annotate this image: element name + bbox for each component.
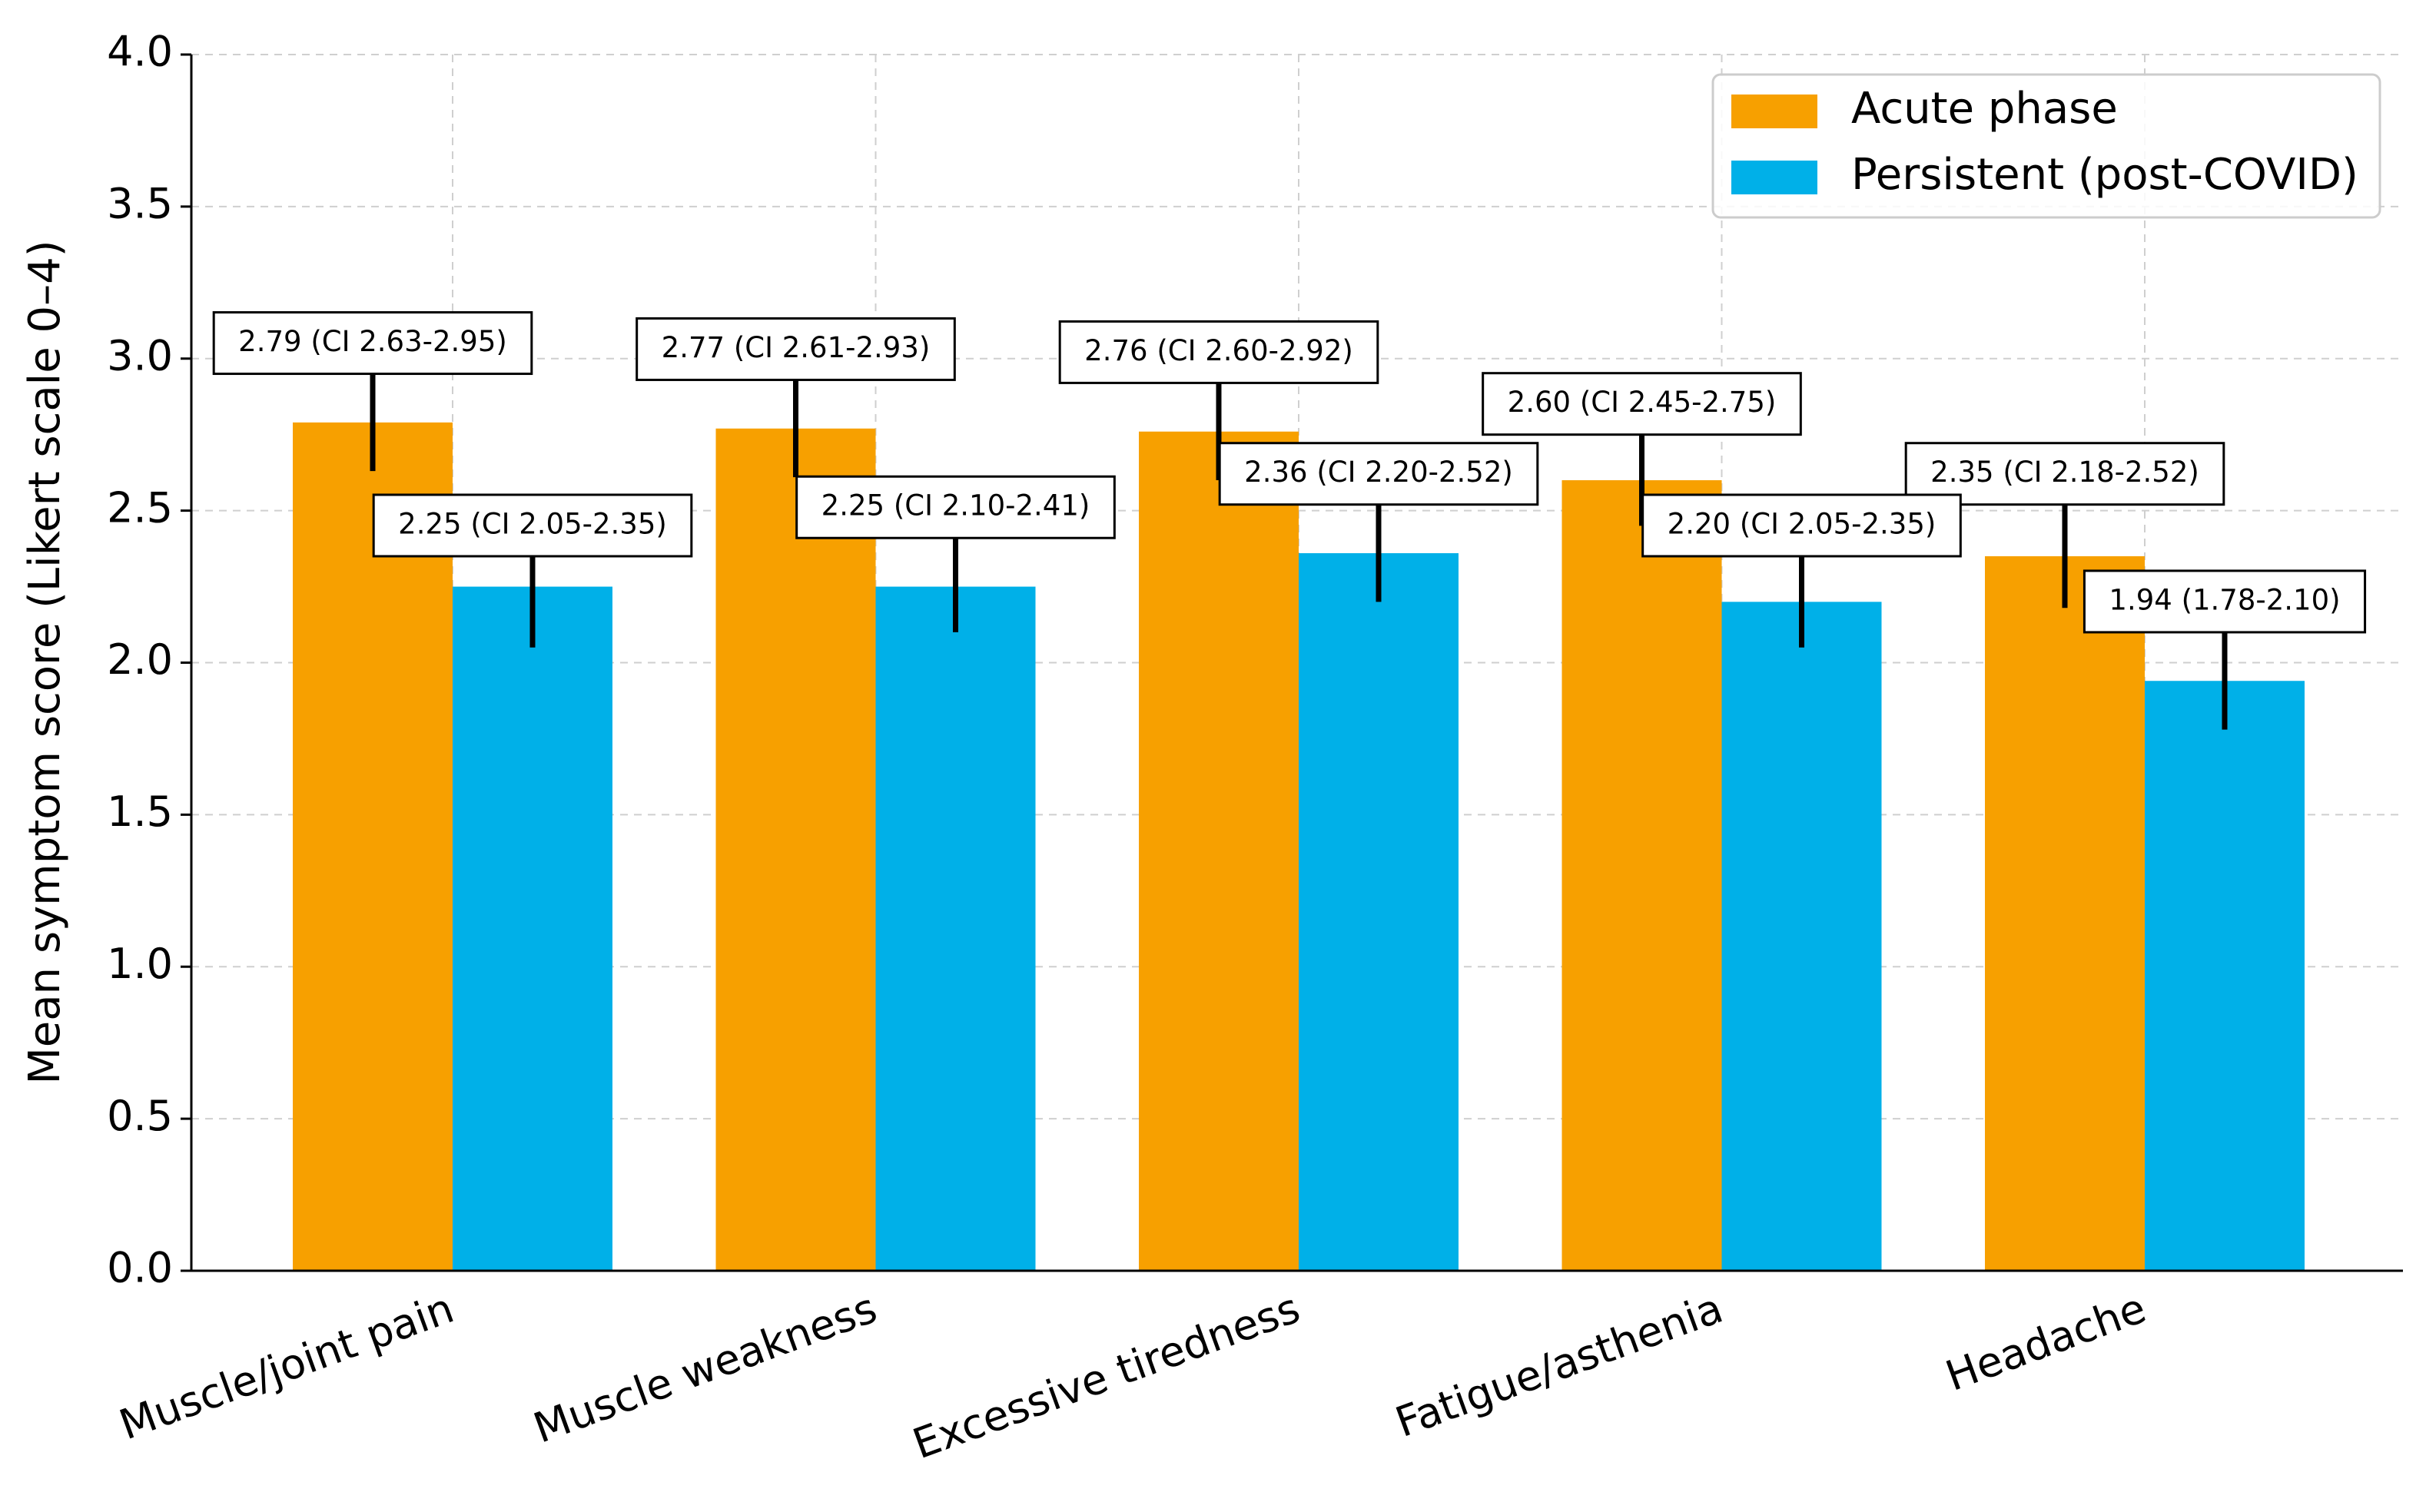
x-tick-label: Excessive tiredness <box>907 1284 1306 1468</box>
value-label-box <box>1218 442 1539 506</box>
legend-label: Persistent (post-COVID) <box>1851 150 2358 200</box>
value-label-box <box>1058 320 1379 384</box>
y-tick-label: 3.5 <box>107 180 173 228</box>
value-label-box <box>1482 372 1802 436</box>
y-tick-label: 1.0 <box>107 940 173 988</box>
y-tick-label: 0.5 <box>107 1092 173 1140</box>
y-tick-label: 4.0 <box>107 28 173 76</box>
value-label-text: 2.35 (CI 2.18-2.52) <box>1930 456 2199 489</box>
value-label: 2.36 (CI 2.20-2.52) <box>1218 442 1539 506</box>
value-label: 2.25 (CI 2.10-2.41) <box>795 475 1116 539</box>
value-label-text: 2.25 (CI 2.05-2.35) <box>398 507 667 540</box>
bar <box>1985 555 2145 1271</box>
value-label: 1.94 (1.78-2.10) <box>2083 569 2367 634</box>
value-label-text: 2.25 (CI 2.10-2.41) <box>821 489 1090 522</box>
value-label-box <box>2083 569 2367 634</box>
x-tick-label: Muscle/joint pain <box>113 1284 460 1450</box>
value-label-text: 2.76 (CI 2.60-2.92) <box>1084 334 1353 367</box>
bar <box>1721 602 1882 1271</box>
y-tick-label: 0.0 <box>107 1244 173 1292</box>
bar <box>1299 553 1459 1271</box>
value-label-box <box>372 493 693 558</box>
bar <box>1561 480 1722 1271</box>
value-label-text: 2.77 (CI 2.61-2.93) <box>662 331 931 364</box>
x-tick-label: Muscle weakness <box>527 1284 883 1453</box>
value-label: 2.76 (CI 2.60-2.92) <box>1058 320 1379 384</box>
value-label: 2.60 (CI 2.45-2.75) <box>1482 372 1802 436</box>
value-label: 2.25 (CI 2.05-2.35) <box>372 493 693 558</box>
bar <box>293 422 453 1272</box>
value-label-text: 2.60 (CI 2.45-2.75) <box>1508 386 1777 419</box>
y-tick-label: 2.5 <box>107 483 173 532</box>
bar <box>1139 431 1299 1271</box>
value-label-text: 2.79 (CI 2.63-2.95) <box>238 325 507 358</box>
value-label-box <box>212 311 533 376</box>
bar <box>715 428 876 1272</box>
value-label-box <box>795 475 1116 539</box>
legend-swatch <box>1731 161 1817 194</box>
y-tick-label: 3.0 <box>107 331 173 380</box>
value-label-text: 2.20 (CI 2.05-2.35) <box>1668 507 1936 540</box>
x-tick-label: Headache <box>1940 1284 2152 1401</box>
value-label: 2.20 (CI 2.05-2.35) <box>1641 493 1962 558</box>
bar <box>875 586 1036 1271</box>
legend-swatch <box>1731 94 1817 128</box>
y-tick-label: 2.0 <box>107 635 173 684</box>
value-label: 2.79 (CI 2.63-2.95) <box>212 311 533 376</box>
bar <box>2145 681 2305 1271</box>
legend: Acute phase Persistent (post-COVID) <box>1711 73 2381 219</box>
value-label-text: 1.94 (1.78-2.10) <box>2109 583 2340 616</box>
bar <box>453 586 612 1271</box>
legend-box <box>1711 73 2381 219</box>
x-tick-label: Fatigue/asthenia <box>1389 1284 1729 1447</box>
value-label-box <box>1641 493 1962 558</box>
legend-label: Acute phase <box>1851 84 2118 134</box>
value-label-box <box>636 317 956 381</box>
y-tick-label: 1.5 <box>107 788 173 836</box>
y-axis-label: Mean symptom score (Likert scale 0–4) <box>20 240 70 1084</box>
value-label: 2.77 (CI 2.61-2.93) <box>636 317 956 381</box>
value-label-text: 2.36 (CI 2.20-2.52) <box>1244 456 1513 489</box>
